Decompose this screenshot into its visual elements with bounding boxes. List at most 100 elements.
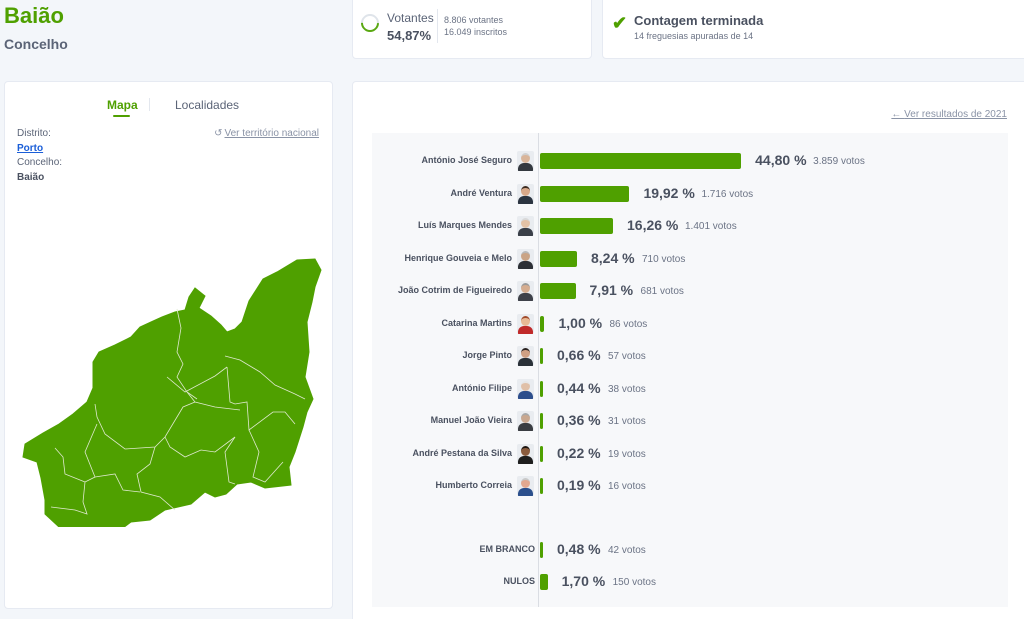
photo-head bbox=[521, 185, 530, 196]
candidate-row: Catarina Martins 1,00 % 86 votos bbox=[372, 312, 1008, 336]
photo-body bbox=[518, 358, 533, 366]
photo-head bbox=[521, 445, 530, 456]
photo-head bbox=[521, 348, 530, 358]
candidate-row: João Cotrim de Figueiredo 7,91 % 681 votos bbox=[372, 279, 1008, 303]
result-votes: 681 votos bbox=[640, 286, 684, 297]
photo-body bbox=[518, 488, 533, 496]
result-votes: 31 votos bbox=[608, 416, 646, 427]
candidate-name: Humberto Correia bbox=[435, 480, 512, 490]
candidate-name: André Pestana da Silva bbox=[412, 447, 512, 458]
candidate-name: André Ventura bbox=[450, 187, 512, 198]
result-percent: 16,26 % bbox=[627, 217, 679, 233]
result-bar bbox=[540, 413, 543, 429]
photo-body bbox=[518, 390, 533, 399]
candidate-row: António Filipe 0,44 % 38 votos bbox=[372, 377, 1008, 401]
result-votes: 150 votos bbox=[612, 577, 656, 588]
photo-body bbox=[518, 293, 533, 301]
result-votes: 16 votos bbox=[608, 481, 646, 492]
district-label: Distrito: bbox=[17, 128, 51, 139]
tab-localidades[interactable]: Localidades bbox=[175, 98, 240, 112]
result-votes: 1.716 votos bbox=[701, 188, 754, 200]
candidate-row: Luís Marques Mendes 16,26 % 1.401 votos bbox=[372, 214, 1008, 238]
result-percent: 0,36 % bbox=[557, 412, 601, 428]
county-value: Baião bbox=[17, 172, 45, 183]
candidate-name: Catarina Martins bbox=[441, 317, 512, 328]
result-votes: 3.859 votos bbox=[813, 156, 865, 167]
previous-results-link[interactable]: ← Ver resultados de 2021 bbox=[891, 109, 1007, 120]
candidate-row: Humberto Correia 0,19 % 16 votos bbox=[372, 474, 1008, 498]
result-votes: 710 votos bbox=[641, 253, 686, 265]
photo-body bbox=[518, 325, 533, 334]
photo-head bbox=[521, 478, 530, 488]
district-link[interactable]: Porto bbox=[17, 143, 44, 154]
result-bar bbox=[540, 283, 576, 299]
result-bar bbox=[540, 250, 577, 267]
result-percent: 0,44 % bbox=[557, 379, 601, 396]
photo-body bbox=[518, 195, 533, 204]
registered-count: 16.049 inscritos bbox=[444, 27, 508, 37]
result-percent: 0,19 % bbox=[557, 477, 601, 493]
candidate-photo bbox=[517, 411, 534, 431]
results-panel: ← Ver resultados de 2021 António José Se… bbox=[352, 81, 1024, 619]
result-votes: 1.401 votos bbox=[685, 221, 737, 232]
candidate-name: Manuel João Vieira bbox=[430, 415, 512, 425]
result-bar bbox=[540, 542, 543, 558]
result-votes: 86 votos bbox=[609, 318, 648, 330]
turnout-ring-icon bbox=[357, 10, 383, 36]
photo-body bbox=[518, 163, 533, 171]
count-status-detail: 14 freguesias apuradas de 14 bbox=[634, 31, 754, 41]
candidate-row: André Pestana da Silva 0,22 % 19 votos bbox=[372, 442, 1008, 466]
national-territory-link[interactable]: ↺ Ver território nacional bbox=[214, 128, 319, 139]
turnout-card: Votantes 54,87% 8.806 votantes 16.049 in… bbox=[352, 0, 592, 59]
result-bar bbox=[540, 478, 543, 494]
result-bar bbox=[540, 185, 630, 202]
active-tab-indicator bbox=[113, 115, 130, 117]
tab-mapa[interactable]: Mapa bbox=[107, 98, 138, 112]
result-votes: 42 votos bbox=[608, 545, 646, 556]
results-chart: António José Seguro 44,80 % 3.859 votos And… bbox=[372, 133, 1008, 607]
candidate-row: Henrique Gouveia e Melo 8,24 % 710 votos bbox=[372, 247, 1008, 271]
candidate-name: Luís Marques Mendes bbox=[417, 220, 512, 230]
result-percent: 19,92 % bbox=[643, 184, 695, 201]
result-row-other: EM BRANCO 0,48 % 42 votos bbox=[372, 538, 1008, 562]
photo-head bbox=[521, 283, 530, 293]
county-map[interactable] bbox=[15, 252, 325, 527]
result-percent: 0,22 % bbox=[557, 444, 601, 461]
photo-body bbox=[518, 260, 533, 269]
result-votes: 19 votos bbox=[608, 448, 646, 460]
result-bar bbox=[540, 153, 742, 169]
turnout-percent: 54,87% bbox=[387, 28, 432, 43]
turnout-label: Votantes bbox=[387, 11, 434, 25]
other-label: NULOS bbox=[503, 576, 536, 586]
candidate-photo bbox=[517, 151, 534, 171]
candidate-photo bbox=[517, 313, 534, 334]
candidate-name: Jorge Pinto bbox=[462, 350, 512, 360]
candidate-name: João Cotrim de Figueiredo bbox=[397, 285, 512, 295]
result-percent: 1,70 % bbox=[561, 573, 606, 589]
candidate-row: Manuel João Vieira 0,36 % 31 votos bbox=[372, 409, 1008, 433]
photo-head bbox=[521, 315, 530, 326]
photo-head bbox=[521, 413, 530, 423]
tab-divider bbox=[149, 98, 150, 111]
result-percent: 44,80 % bbox=[755, 152, 807, 168]
candidate-name: António José Seguro bbox=[421, 155, 512, 165]
candidate-photo bbox=[517, 346, 534, 366]
result-percent: 7,91 % bbox=[589, 282, 634, 298]
result-row-other: NULOS 1,70 % 150 votos bbox=[372, 570, 1008, 594]
county-map-shape[interactable] bbox=[22, 258, 322, 527]
undo-icon: ↺ bbox=[214, 128, 223, 139]
other-label: EM BRANCO bbox=[479, 544, 536, 554]
photo-head bbox=[521, 380, 530, 391]
candidate-photo bbox=[517, 183, 534, 204]
photo-head bbox=[521, 218, 530, 228]
result-votes: 57 votos bbox=[608, 351, 646, 362]
candidate-name: António Filipe bbox=[452, 382, 512, 393]
result-percent: 0,66 % bbox=[557, 347, 601, 363]
photo-body bbox=[518, 228, 533, 236]
candidate-row: André Ventura 19,92 % 1.716 votos bbox=[372, 182, 1008, 206]
count-status-title: Contagem terminada bbox=[634, 13, 764, 28]
candidate-photo bbox=[517, 476, 534, 496]
candidate-name: Henrique Gouveia e Melo bbox=[404, 252, 512, 263]
result-votes: 38 votos bbox=[608, 383, 646, 395]
result-bar bbox=[540, 574, 548, 590]
